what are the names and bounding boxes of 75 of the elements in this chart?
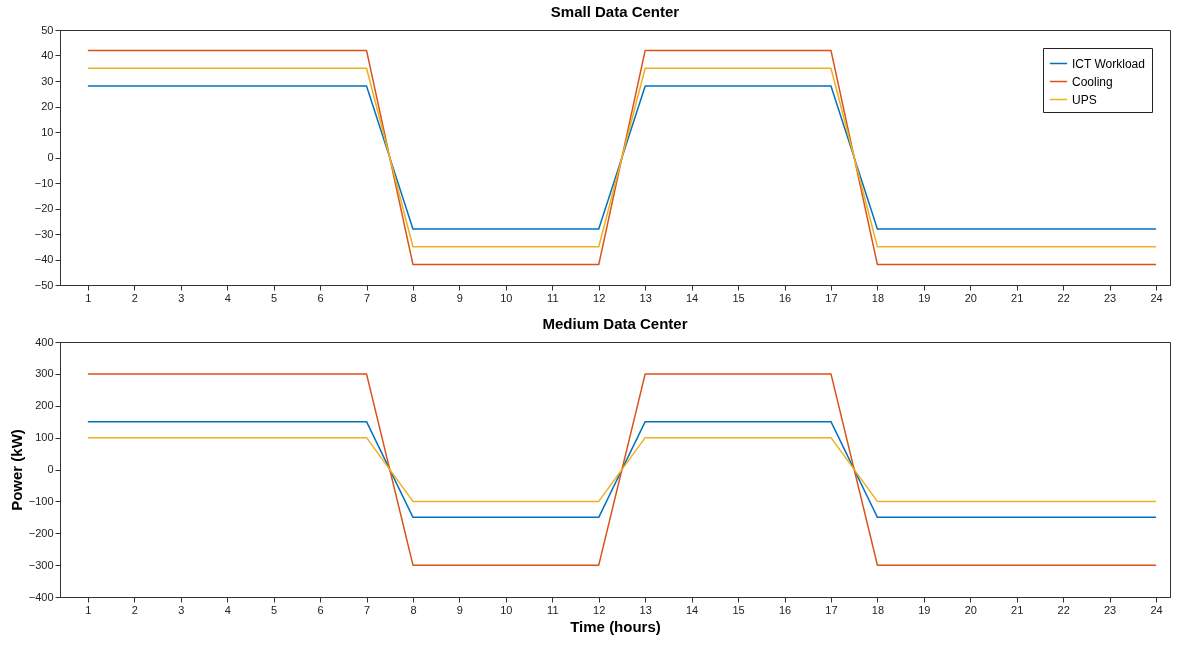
x-tick-label: 24 <box>1150 291 1163 304</box>
y-tick-label: 0 <box>47 151 54 163</box>
x-tick-label: 23 <box>1104 603 1117 616</box>
x-tick-label: 7 <box>363 291 371 304</box>
y-tick-label: −40 <box>34 253 54 265</box>
x-tick-label: 16 <box>778 603 792 616</box>
y-tick-label: 30 <box>41 74 54 87</box>
y-tick-label: 10 <box>41 125 54 138</box>
x-tick-label: 13 <box>639 291 652 304</box>
x-tick-label: 17 <box>825 603 838 616</box>
legend-label: Cooling <box>1072 74 1113 89</box>
chart-title: Small Data Center <box>550 3 680 20</box>
y-tick-label: −10 <box>34 176 54 189</box>
x-tick-label: 10 <box>500 603 513 616</box>
y-tick-label: −30 <box>34 227 54 240</box>
x-tick-label: 23 <box>1104 291 1117 304</box>
y-tick-label: 0 <box>47 463 54 475</box>
x-tick-label: 4 <box>224 603 231 616</box>
x-tick-label: 9 <box>456 603 463 616</box>
x-tick-label: 20 <box>964 603 977 616</box>
x-tick-label: 20 <box>964 291 977 304</box>
x-tick-label: 22 <box>1057 603 1070 616</box>
y-tick-label: 300 <box>35 367 54 380</box>
x-tick-label: 21 <box>1011 603 1024 616</box>
x-tick-label: 22 <box>1057 291 1070 304</box>
y-tick-label: 40 <box>41 49 54 61</box>
x-tick-label: 18 <box>871 603 885 616</box>
x-tick-label: 5 <box>271 291 278 304</box>
y-tick-label: −100 <box>28 494 54 507</box>
x-axis-title: Time (hours) <box>570 617 661 635</box>
x-tick-label: 15 <box>732 291 745 304</box>
x-tick-label: 11 <box>547 291 559 304</box>
y-tick-label: 400 <box>35 335 54 348</box>
y-tick-label: 50 <box>41 23 54 36</box>
x-tick-label: 19 <box>918 603 931 616</box>
y-tick-label: 20 <box>41 100 54 112</box>
x-tick-label: 16 <box>778 291 792 304</box>
legend-label: UPS <box>1072 92 1097 107</box>
x-tick-label: 19 <box>918 291 931 304</box>
x-tick-label: 3 <box>178 603 185 616</box>
x-tick-label: 14 <box>686 291 699 304</box>
x-tick-label: 11 <box>547 603 559 616</box>
x-tick-label: 15 <box>732 603 745 616</box>
x-tick-label: 17 <box>825 291 838 304</box>
x-tick-label: 3 <box>178 291 185 304</box>
chart-title: Medium Data Center <box>542 315 688 332</box>
x-tick-label: 21 <box>1011 291 1024 304</box>
x-tick-label: 10 <box>500 291 513 304</box>
x-tick-label: 1 <box>85 603 92 616</box>
x-tick-label: 7 <box>363 603 371 616</box>
y-tick-label: 100 <box>35 431 54 444</box>
y-tick-label: −50 <box>34 278 54 291</box>
x-tick-label: 4 <box>224 291 231 304</box>
x-tick-label: 1 <box>85 291 92 304</box>
x-tick-label: 18 <box>871 291 885 304</box>
x-tick-label: 2 <box>131 291 138 304</box>
x-tick-label: 14 <box>686 603 699 616</box>
x-tick-label: 9 <box>456 291 463 304</box>
x-tick-label: 24 <box>1150 603 1163 616</box>
y-tick-label: 200 <box>35 399 54 412</box>
x-tick-label: 8 <box>410 291 417 304</box>
x-tick-label: 12 <box>593 603 606 616</box>
y-tick-label: −300 <box>28 558 54 571</box>
legend-label: ICT Workload <box>1072 56 1145 71</box>
y-axis-title: Power (kW) <box>7 429 25 511</box>
x-tick-label: 5 <box>271 603 278 616</box>
x-tick-label: 6 <box>317 603 324 616</box>
x-tick-label: 13 <box>639 603 652 616</box>
y-tick-label: −200 <box>28 526 54 539</box>
x-tick-label: 12 <box>593 291 606 304</box>
y-tick-label: −20 <box>34 202 54 214</box>
x-tick-label: 6 <box>317 291 324 304</box>
x-tick-label: 8 <box>410 603 417 616</box>
y-tick-label: −400 <box>28 590 54 603</box>
x-tick-label: 2 <box>131 603 138 616</box>
